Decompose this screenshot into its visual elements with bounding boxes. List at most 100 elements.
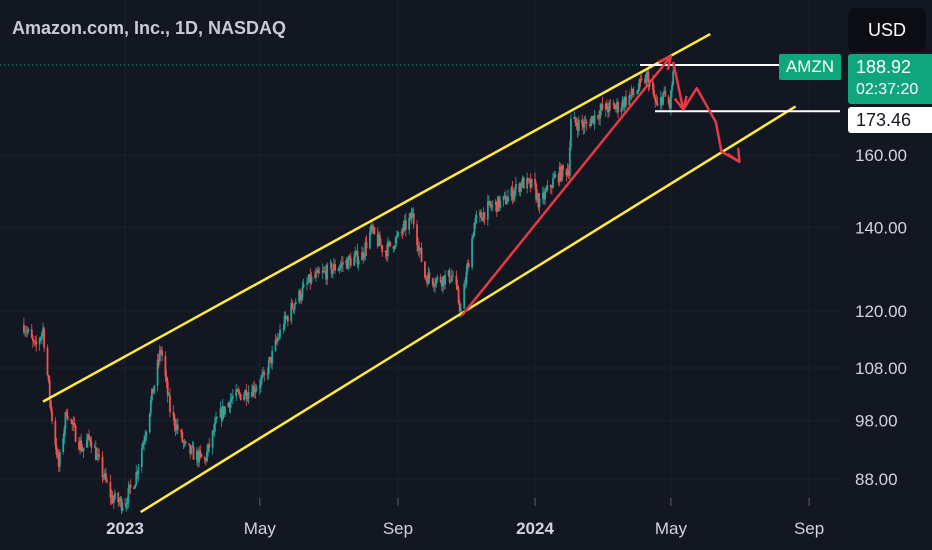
candle-body xyxy=(164,356,167,377)
candle-body xyxy=(431,278,434,285)
y-axis-ticks: 88.00 98.00 108.00 120.00 140.00 160.00 xyxy=(855,146,907,489)
candle-body xyxy=(347,256,350,269)
candle-body xyxy=(157,359,160,362)
candle-body xyxy=(156,359,159,386)
candle-body xyxy=(654,97,657,101)
candle-body xyxy=(575,122,578,126)
candle-body xyxy=(646,71,649,75)
candle-body xyxy=(526,178,529,189)
candle-body xyxy=(568,147,571,176)
candle-body xyxy=(212,430,215,432)
candle-body xyxy=(270,356,272,364)
candle-body xyxy=(631,88,634,95)
candle-body xyxy=(393,247,396,249)
candle-body xyxy=(576,125,579,132)
candle-body xyxy=(143,440,145,444)
x-tick-label: 2023 xyxy=(106,519,144,538)
candle-body xyxy=(458,302,461,312)
candle-body xyxy=(30,329,33,339)
candle-body xyxy=(145,431,148,437)
candle-body xyxy=(557,174,560,182)
candle-body xyxy=(24,331,26,333)
candle-body xyxy=(253,386,256,393)
candle-body xyxy=(258,386,261,389)
candle-body xyxy=(502,196,505,201)
candle-body xyxy=(275,340,278,342)
candle-body xyxy=(158,349,161,362)
candle-body xyxy=(79,440,81,450)
candle-body xyxy=(51,409,53,422)
candle-body xyxy=(456,284,459,290)
candle-body xyxy=(465,270,468,285)
candle-body xyxy=(473,223,476,237)
candle-body xyxy=(452,275,454,277)
x-tick-label: Sep xyxy=(383,519,413,538)
candle-body xyxy=(188,443,190,445)
candle-body xyxy=(653,90,655,98)
candle-body xyxy=(372,227,375,230)
candle-body xyxy=(340,262,343,265)
candle-body xyxy=(180,430,183,433)
candle-body xyxy=(567,170,570,176)
candle-body xyxy=(536,193,539,200)
candle-body xyxy=(386,241,389,257)
candle-body xyxy=(550,187,553,189)
candle-body xyxy=(463,283,466,309)
candle-body xyxy=(151,388,153,401)
candle-body xyxy=(574,117,577,123)
candle-body xyxy=(490,205,493,208)
candle-body xyxy=(148,413,151,432)
candle-body xyxy=(400,231,403,233)
candle-body xyxy=(276,338,279,342)
drawings[interactable] xyxy=(42,32,840,514)
candle-body xyxy=(498,196,500,208)
candle-body xyxy=(528,179,531,181)
candle-body xyxy=(389,241,391,247)
candle-body xyxy=(251,392,253,397)
candle-body xyxy=(195,451,198,460)
candle-body xyxy=(474,218,477,224)
candle-body xyxy=(348,256,351,259)
candle-body xyxy=(527,178,530,180)
candle-body xyxy=(71,420,74,425)
candle-body xyxy=(625,96,627,106)
candlesticks xyxy=(23,64,675,515)
candle-body xyxy=(353,256,356,266)
candle-body xyxy=(412,212,415,225)
candle-body xyxy=(140,448,143,468)
candle-body xyxy=(309,274,312,284)
candle-body xyxy=(94,447,97,460)
candle-body xyxy=(428,272,431,279)
candle-body xyxy=(545,189,548,192)
candle-body xyxy=(90,441,93,448)
candle-body xyxy=(530,178,533,188)
candle-body xyxy=(261,375,263,379)
candle-body xyxy=(444,275,447,285)
candle-body xyxy=(200,453,203,458)
candle-body xyxy=(483,212,486,220)
candle-body xyxy=(475,215,478,219)
candle-body xyxy=(38,339,41,345)
candle-body xyxy=(286,316,289,322)
candle-body xyxy=(334,264,336,271)
candle-body xyxy=(203,457,206,460)
candle-body xyxy=(613,104,616,110)
candle-body xyxy=(282,328,285,330)
candle-body xyxy=(219,408,222,418)
candle-body xyxy=(279,329,281,338)
candle-body xyxy=(408,217,411,230)
candle-body xyxy=(331,269,334,275)
candle-body xyxy=(600,104,603,111)
candle-body xyxy=(97,454,99,456)
candle-body xyxy=(153,385,156,394)
currency-button[interactable]: USD xyxy=(848,8,926,52)
candle-body xyxy=(191,446,194,448)
projection-path xyxy=(671,61,741,163)
candle-body xyxy=(322,270,325,272)
candle-body xyxy=(56,453,59,455)
candle-body xyxy=(120,498,123,511)
y-tick-label: 160.00 xyxy=(855,146,907,165)
candle-body xyxy=(183,441,186,443)
candle-body xyxy=(589,123,591,127)
